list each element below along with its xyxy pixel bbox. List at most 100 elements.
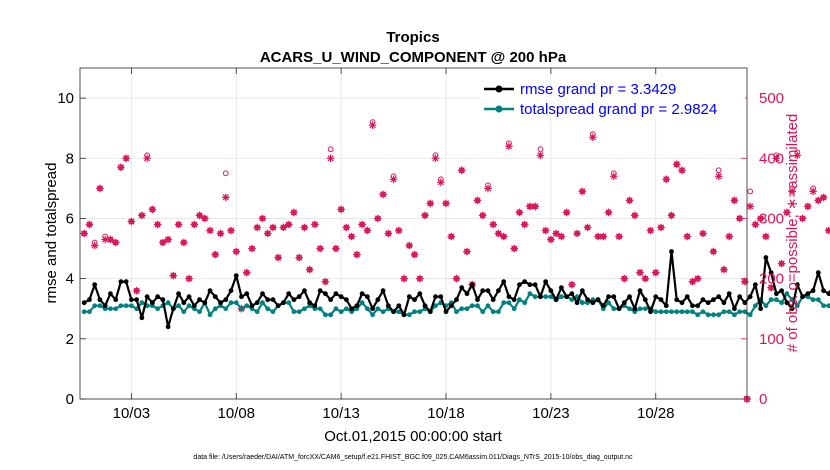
obs-assimilated-marker — [452, 274, 461, 283]
rmse-point — [548, 288, 554, 294]
obs-assimilated-marker — [583, 223, 592, 232]
spread-point — [611, 306, 617, 312]
rmse-point — [186, 294, 192, 300]
spread-point — [690, 309, 695, 315]
obs-assimilated-marker — [631, 211, 639, 220]
obs-assimilated-marker — [541, 226, 550, 235]
obs-assimilated-marker — [384, 229, 393, 238]
rmse-point — [569, 291, 575, 297]
rmse-point — [537, 294, 543, 300]
rmse-point — [155, 294, 161, 300]
obs-assimilated-marker — [709, 247, 718, 256]
obs-assimilated-marker — [667, 211, 676, 220]
obs-assimilated-marker — [714, 172, 723, 181]
obs-assimilated-marker — [164, 235, 172, 244]
rmse-point — [218, 300, 223, 306]
spread-point — [375, 306, 381, 312]
spread-point — [244, 303, 250, 309]
obs-assimilated-marker — [253, 223, 261, 232]
rmse-point — [202, 300, 208, 306]
spread-point — [784, 291, 790, 297]
rmse-point — [323, 291, 328, 297]
obs-assimilated-marker — [321, 277, 330, 286]
rmse-point — [212, 294, 218, 300]
x-tick-label: 10/23 — [532, 405, 570, 422]
spread-point — [695, 312, 701, 318]
y-axis-right: 0 100 200 300 400 500 — [741, 90, 784, 408]
spread-point — [815, 297, 821, 303]
obs-assimilated-marker — [148, 205, 157, 214]
y-tick-label: 0 — [66, 391, 74, 408]
x-tick-label: 10/13 — [322, 405, 360, 422]
spread-line — [84, 292, 830, 316]
obs-assimilated-marker — [604, 208, 613, 217]
obs-assimilated-marker — [662, 175, 670, 184]
x-axis-label: Oct.01,2015 00:00:00 start — [324, 428, 502, 445]
rmse-point — [254, 300, 260, 306]
obs-assimilated-marker — [101, 235, 109, 244]
obs-assimilated-marker — [735, 214, 744, 223]
spread-point — [768, 297, 774, 303]
rmse-point — [606, 294, 611, 300]
rmse-point — [501, 279, 507, 285]
obs-assimilated-marker — [389, 175, 398, 184]
spread-point — [606, 300, 611, 306]
spread-point — [475, 303, 480, 309]
y2-tick-label: 0 — [759, 391, 767, 408]
obs-assimilated-marker — [746, 202, 754, 211]
spread-point — [364, 306, 370, 312]
rmse-point — [716, 294, 722, 300]
obs-assimilated-marker — [777, 259, 786, 268]
obs-assimilated-marker — [720, 265, 728, 274]
spread-point — [370, 312, 375, 318]
obs-assimilated-marker — [725, 232, 733, 241]
x-axis: 10/03 10/08 10/13 10/18 10/23 10/28 — [113, 68, 675, 422]
obs-assimilated-marker — [363, 226, 372, 235]
obs-assimilated-marker — [568, 280, 576, 289]
rmse-point — [170, 306, 176, 312]
rmse-point — [700, 297, 706, 303]
obs-assimilated-marker — [400, 274, 408, 283]
obs-assimilated-marker — [526, 202, 534, 211]
rmse-point — [333, 291, 339, 297]
rmse-point — [737, 294, 743, 300]
obs-layer — [80, 98, 830, 403]
rmse-point — [160, 297, 166, 303]
rmse-point — [370, 306, 375, 312]
rmse-point — [265, 297, 271, 303]
obs-assimilated-marker — [248, 244, 256, 253]
spread-point — [752, 303, 758, 309]
obs-possible-marker — [327, 146, 334, 153]
obs-assimilated-marker — [90, 241, 99, 250]
obs-assimilated-marker — [730, 196, 739, 205]
obs-assimilated-marker — [326, 154, 335, 163]
rmse-point — [176, 291, 181, 297]
rmse-point — [197, 297, 202, 303]
obs-assimilated-marker — [295, 253, 303, 262]
obs-assimilated-marker — [284, 220, 293, 229]
obs-assimilated-marker — [258, 214, 267, 223]
rmse-point — [490, 297, 496, 303]
rmse-point — [286, 291, 292, 297]
rmse-point — [391, 309, 396, 315]
obs-assimilated-marker — [788, 187, 796, 196]
rmse-point — [579, 288, 585, 294]
spread-point — [92, 303, 98, 309]
spread-point — [637, 306, 643, 312]
rmse-line — [83, 250, 830, 328]
rmse-point — [296, 294, 302, 300]
y-tick-label: 6 — [66, 210, 74, 227]
y2-tick-label: 100 — [759, 331, 784, 348]
obs-assimilated-marker — [531, 202, 539, 211]
spread-point — [517, 297, 522, 303]
spread-point — [165, 300, 171, 306]
spread-point — [380, 309, 386, 315]
spread-point — [128, 303, 134, 309]
rmse-point — [349, 306, 355, 312]
rmse-point — [401, 312, 407, 318]
legend-rmse-marker — [495, 85, 503, 93]
obs-assimilated-marker — [620, 274, 629, 283]
spread-point — [726, 309, 732, 315]
obs-assimilated-marker — [379, 190, 387, 199]
rmse-point — [427, 309, 433, 315]
